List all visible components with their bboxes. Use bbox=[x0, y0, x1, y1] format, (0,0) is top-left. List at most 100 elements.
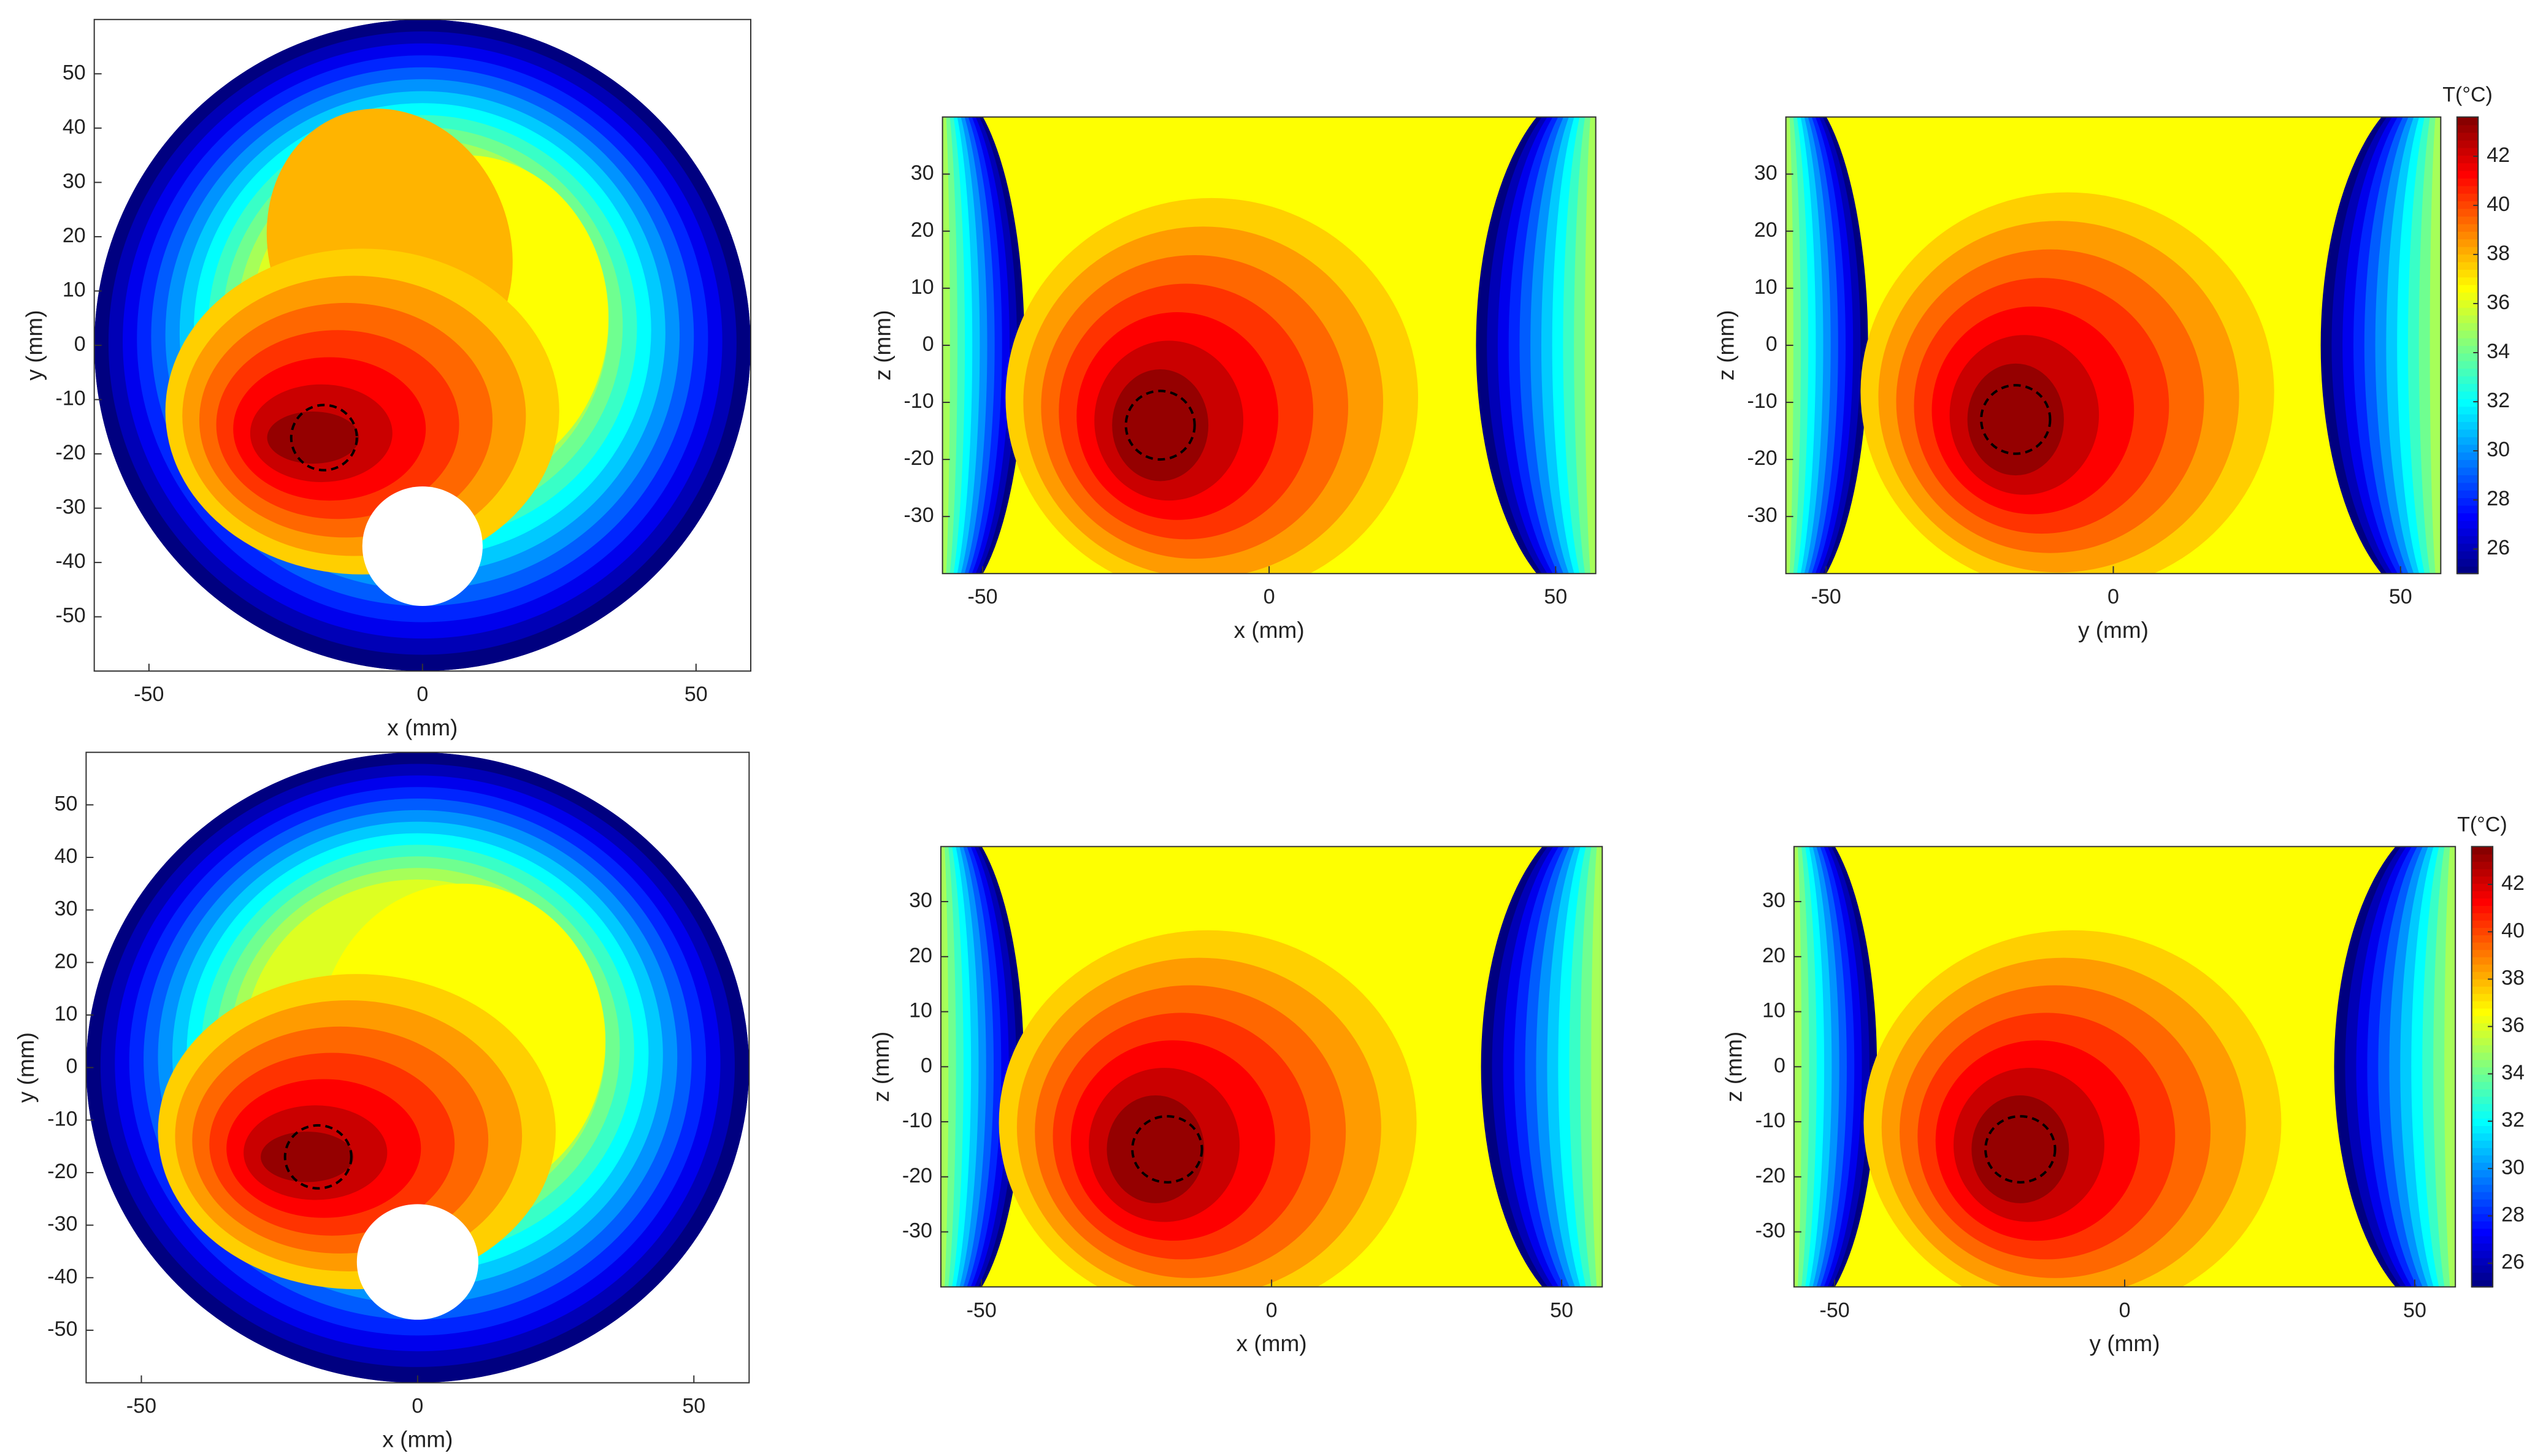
colorbar-segment bbox=[2471, 1154, 2493, 1163]
colorbar-segment bbox=[2471, 1000, 2493, 1009]
contour-band bbox=[1591, 846, 1603, 1287]
colorbar-segment bbox=[2456, 139, 2479, 148]
colorbar-segment bbox=[2471, 1037, 2493, 1046]
y-tick-label: 30 bbox=[63, 169, 86, 193]
y-tick-label: 20 bbox=[911, 218, 934, 242]
y-tick-label: -20 bbox=[903, 446, 934, 470]
colorbar-segment bbox=[2471, 905, 2493, 914]
colorbar-segment bbox=[2456, 277, 2479, 285]
colorbar-segment bbox=[2471, 964, 2493, 972]
y-tick-label: 50 bbox=[55, 792, 78, 815]
colorbar-segment bbox=[2456, 261, 2479, 270]
colorbar-segment bbox=[2471, 1228, 2493, 1236]
colorbar-segment bbox=[2456, 193, 2479, 202]
colorbar-segment bbox=[2456, 125, 2479, 133]
colorbar-segment bbox=[2471, 1147, 2493, 1155]
colorbar-segment bbox=[2456, 299, 2479, 308]
colorbar-segment bbox=[2456, 551, 2479, 559]
target-outline bbox=[283, 1124, 353, 1190]
y-tick-label: 0 bbox=[921, 1054, 932, 1077]
outside-mask bbox=[94, 19, 751, 672]
colorbar-segment bbox=[2471, 978, 2493, 987]
colorbar-segment bbox=[2456, 132, 2479, 140]
colorbar-tick-label: 34 bbox=[2487, 340, 2510, 363]
colorbar-segment bbox=[2456, 527, 2479, 537]
plot-area bbox=[942, 117, 1596, 574]
y-tick-label: 10 bbox=[911, 275, 934, 299]
y-tick-label: -30 bbox=[56, 496, 86, 519]
y-tick-label: -10 bbox=[47, 1107, 77, 1130]
y-tick-label: 30 bbox=[55, 897, 78, 921]
colorbar-segment bbox=[2456, 512, 2479, 521]
colorbar-segment bbox=[2471, 1111, 2493, 1119]
y-tick-label: -50 bbox=[47, 1317, 77, 1341]
x-tick-label: -50 bbox=[967, 585, 997, 608]
colorbar-segment bbox=[2456, 451, 2479, 461]
y-tick-label: 20 bbox=[909, 944, 932, 967]
plot-area bbox=[1785, 117, 2441, 574]
colorbar-segment bbox=[2471, 1074, 2493, 1082]
colorbar-segment bbox=[2471, 898, 2493, 906]
colorbar-segment bbox=[2456, 482, 2479, 491]
colorbar-segment bbox=[2471, 868, 2493, 877]
colorbar-segment bbox=[2456, 383, 2479, 392]
colorbar-tick-label: 30 bbox=[2487, 438, 2510, 461]
colorbar-tick-label: 26 bbox=[2487, 536, 2510, 559]
x-tick-label: -50 bbox=[1820, 1298, 1850, 1322]
colorbar-tick-label: 34 bbox=[2501, 1061, 2525, 1084]
y-tick-label: 40 bbox=[63, 115, 86, 139]
y-tick-label: 0 bbox=[66, 1055, 77, 1078]
colorbar-label: T(°C) bbox=[2457, 813, 2507, 836]
colorbar-segment bbox=[2456, 543, 2479, 552]
colorbar-segment bbox=[2471, 1044, 2493, 1053]
y-axis-label: y (mm) bbox=[13, 1032, 39, 1103]
y-tick-label: -10 bbox=[903, 389, 934, 413]
contour-band bbox=[1967, 363, 2064, 476]
x-tick-label: -50 bbox=[967, 1298, 997, 1322]
colorbar-segment bbox=[2471, 1089, 2493, 1097]
colorbar-segment bbox=[2456, 474, 2479, 483]
colorbar-segment bbox=[2456, 368, 2479, 377]
colorbar-segment bbox=[2456, 505, 2479, 513]
y-tick-label: 20 bbox=[1762, 944, 1785, 967]
colorbar-segment bbox=[2471, 1052, 2493, 1060]
colorbar-segment bbox=[2456, 170, 2479, 179]
y-tick-label: -30 bbox=[47, 1213, 77, 1236]
colorbar-tick-label: 30 bbox=[2501, 1155, 2525, 1179]
colorbar-box bbox=[2456, 116, 2479, 575]
colorbar-segment bbox=[2456, 178, 2479, 186]
y-axis-label: z (mm) bbox=[870, 310, 895, 380]
colorbar-segment bbox=[2456, 307, 2479, 316]
y-tick-label: 0 bbox=[74, 332, 86, 356]
colorbar-segment bbox=[2471, 1279, 2493, 1288]
colorbar-segment bbox=[2456, 413, 2479, 423]
target-outline bbox=[1980, 384, 2052, 455]
target-outline bbox=[1984, 1115, 2057, 1184]
colorbar-segment bbox=[2456, 535, 2479, 544]
y-tick-label: 30 bbox=[911, 161, 934, 185]
target-outline bbox=[290, 404, 358, 472]
y-tick-label: -30 bbox=[1755, 1219, 1785, 1243]
y-tick-label: -30 bbox=[1747, 504, 1778, 527]
y-axis-label: z (mm) bbox=[1713, 310, 1738, 380]
colorbar-segment bbox=[2471, 1015, 2493, 1024]
colorbar-segment bbox=[2456, 360, 2479, 369]
colorbar-segment bbox=[2456, 391, 2479, 399]
colorbar-segment bbox=[2471, 1096, 2493, 1105]
y-tick-label: 30 bbox=[909, 889, 932, 912]
colorbar-segment bbox=[2456, 254, 2479, 262]
y-tick-label: -10 bbox=[902, 1109, 932, 1132]
y-tick-label: -40 bbox=[56, 550, 86, 573]
colorbar-segment bbox=[2456, 284, 2479, 293]
y-tick-label: -30 bbox=[903, 504, 934, 527]
colorbar-segment bbox=[2456, 467, 2479, 475]
colorbar-segment bbox=[2456, 337, 2479, 346]
colorbar-tick-label: 40 bbox=[2487, 193, 2510, 216]
x-tick-label: 50 bbox=[682, 1395, 705, 1418]
colorbar-segment bbox=[2471, 941, 2493, 950]
colorbar-segment bbox=[2471, 1272, 2493, 1281]
x-tick-label: 0 bbox=[412, 1395, 423, 1418]
colorbar-tick-label: 42 bbox=[2487, 144, 2510, 167]
colorbar-segment bbox=[2471, 1257, 2493, 1266]
colorbar-segment bbox=[2471, 1008, 2493, 1016]
